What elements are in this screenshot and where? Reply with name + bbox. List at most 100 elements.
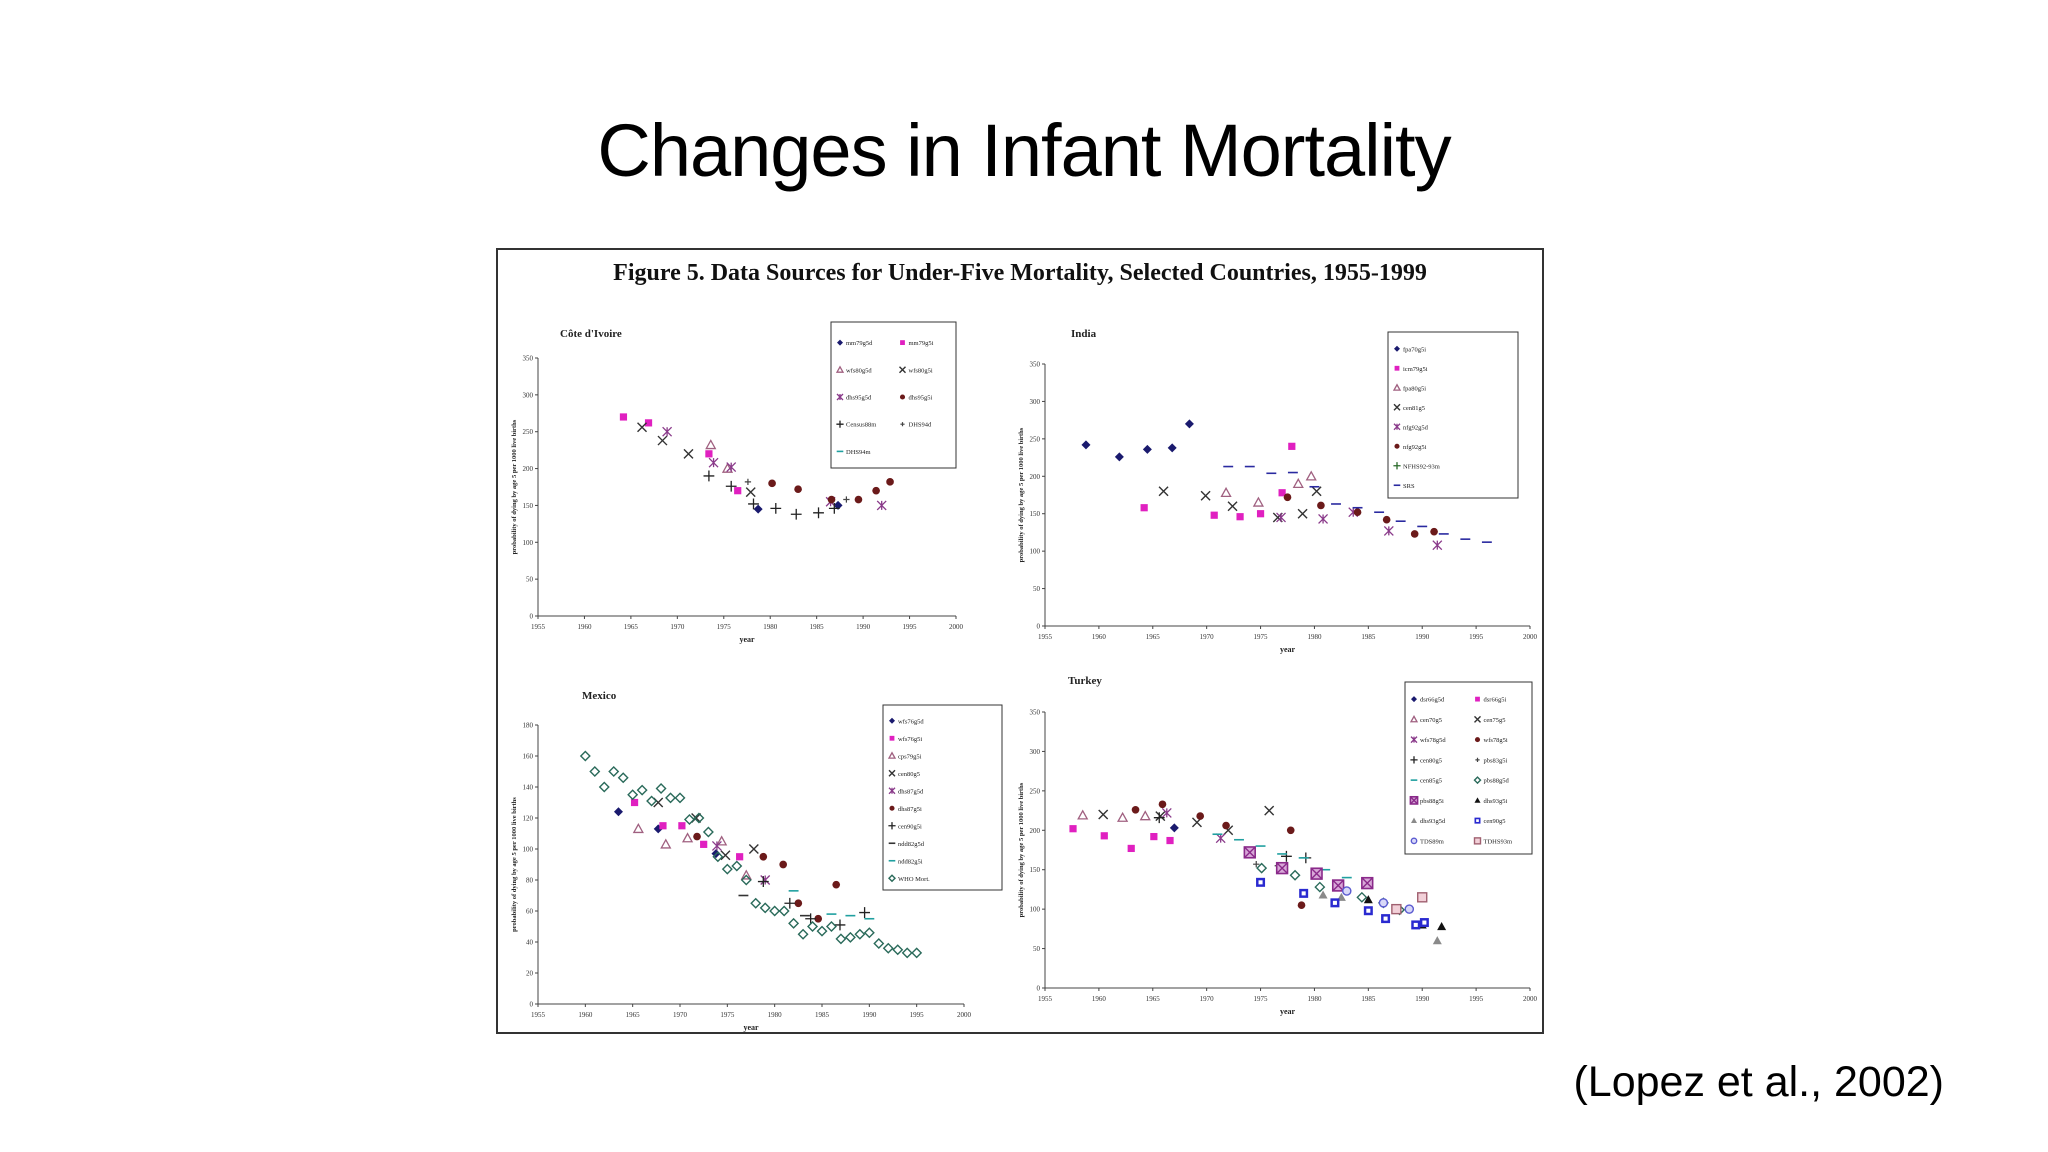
legend-marker <box>1410 736 1418 744</box>
data-point <box>1297 508 1308 519</box>
data-point <box>1432 540 1443 551</box>
data-point <box>660 838 672 849</box>
marker-center <box>1383 916 1388 921</box>
legend-marker <box>836 393 844 401</box>
series-cen90g5 <box>1256 877 1429 930</box>
x-tick-label: 1990 <box>856 623 871 631</box>
data-point <box>750 897 762 909</box>
legend-item: NFHS92-93m <box>1393 462 1440 470</box>
x-tick-label: 1980 <box>1307 633 1322 641</box>
data-point <box>843 496 850 503</box>
legend-marker <box>1394 443 1400 449</box>
legend-marker <box>1474 715 1481 723</box>
x-tick-label: 1955 <box>531 1011 546 1019</box>
y-tick-label: 100 <box>1030 548 1041 556</box>
legend-item: fpa70g5i <box>1394 345 1426 353</box>
data-point <box>1069 825 1077 833</box>
x-tick-label: 1975 <box>717 623 732 631</box>
legend-marker <box>899 366 906 374</box>
data-point <box>705 450 713 458</box>
legend-item: TDHS93m <box>1473 837 1513 845</box>
y-tick-label: 150 <box>1030 866 1041 874</box>
y-axis-label: probability of dying by age 5 per 1000 l… <box>1018 427 1025 562</box>
data-point <box>1278 489 1286 497</box>
legend-item: cen90g5i <box>888 822 922 830</box>
x-tick-label: 1980 <box>768 1011 783 1019</box>
x-tick-label: 1955 <box>531 623 546 631</box>
x-tick-label: 1985 <box>810 623 825 631</box>
x-tick-label: 1955 <box>1038 633 1053 641</box>
legend-label: cps79g5i <box>898 753 922 760</box>
data-point <box>579 750 591 762</box>
legend-label: icm79g5i <box>1403 366 1428 373</box>
data-point <box>1131 805 1140 814</box>
legend-label: nfg92g5d <box>1403 424 1429 431</box>
data-point <box>814 914 823 923</box>
legend-item: SRS <box>1393 483 1415 490</box>
legend-item: wfs78g5i <box>1474 737 1508 744</box>
series-cen80g5 <box>1153 812 1312 864</box>
data-point <box>834 919 846 931</box>
legend-marker <box>1410 837 1418 845</box>
legend-marker <box>887 751 897 759</box>
legend-marker <box>1411 817 1417 824</box>
data-point <box>1196 812 1205 820</box>
data-point <box>1432 936 1442 945</box>
data-point <box>716 835 728 846</box>
series-cen81g5 <box>1158 486 1322 523</box>
legend-marker <box>836 420 844 428</box>
data-point <box>725 480 737 492</box>
data-point <box>734 487 742 495</box>
legend-label: TDHS93m <box>1484 838 1513 845</box>
data-point <box>805 913 817 925</box>
data-point <box>708 457 719 468</box>
legend-label: cen80g5 <box>898 771 920 778</box>
legend-item: TDS89m <box>1410 837 1444 845</box>
series-dhs87g5i <box>693 832 841 923</box>
marker-cross <box>1332 879 1345 892</box>
data-point <box>1417 892 1428 903</box>
data-point <box>1289 869 1301 881</box>
series-ndd82g5d <box>738 894 810 917</box>
data-point <box>816 925 828 937</box>
series-wfs78g5d <box>1161 807 1226 844</box>
legend-marker <box>1473 837 1482 845</box>
data-point <box>1275 861 1289 875</box>
data-point <box>740 869 752 880</box>
data-point <box>788 917 800 929</box>
y-tick-label: 300 <box>523 391 534 399</box>
series-DHS94d <box>744 478 850 503</box>
data-point <box>1200 490 1211 501</box>
data-point <box>1310 867 1323 880</box>
legend-item: cen70g5 <box>1409 715 1442 724</box>
legend-marker <box>900 422 905 427</box>
data-point <box>744 478 752 485</box>
legend-marker <box>889 735 895 741</box>
data-point <box>630 798 639 807</box>
data-point <box>813 507 824 519</box>
x-tick-label: 1960 <box>577 623 592 631</box>
data-point <box>832 880 841 889</box>
y-tick-label: 120 <box>523 815 534 823</box>
legend-marker <box>1409 715 1419 723</box>
x-tick-label: 1985 <box>815 1011 830 1019</box>
legend-label: cen70g5 <box>1420 717 1442 724</box>
legend-label: cen80g5 <box>1420 757 1442 764</box>
data-point <box>778 905 790 917</box>
legend-marker <box>888 874 896 883</box>
data-point <box>721 863 733 875</box>
legend-marker <box>1394 345 1400 352</box>
data-point <box>693 812 705 824</box>
y-tick-label: 50 <box>1033 945 1041 953</box>
legend-box <box>882 704 1003 891</box>
data-point <box>1363 895 1373 904</box>
y-tick-label: 200 <box>1030 473 1041 481</box>
data-point <box>1184 419 1194 429</box>
data-point <box>1299 888 1309 898</box>
data-point <box>794 485 802 494</box>
legend-marker <box>1475 696 1480 702</box>
data-point <box>1169 823 1179 833</box>
panel-title: Turkey <box>1068 675 1102 687</box>
y-tick-label: 100 <box>1030 906 1041 914</box>
legend-marker <box>899 394 906 400</box>
